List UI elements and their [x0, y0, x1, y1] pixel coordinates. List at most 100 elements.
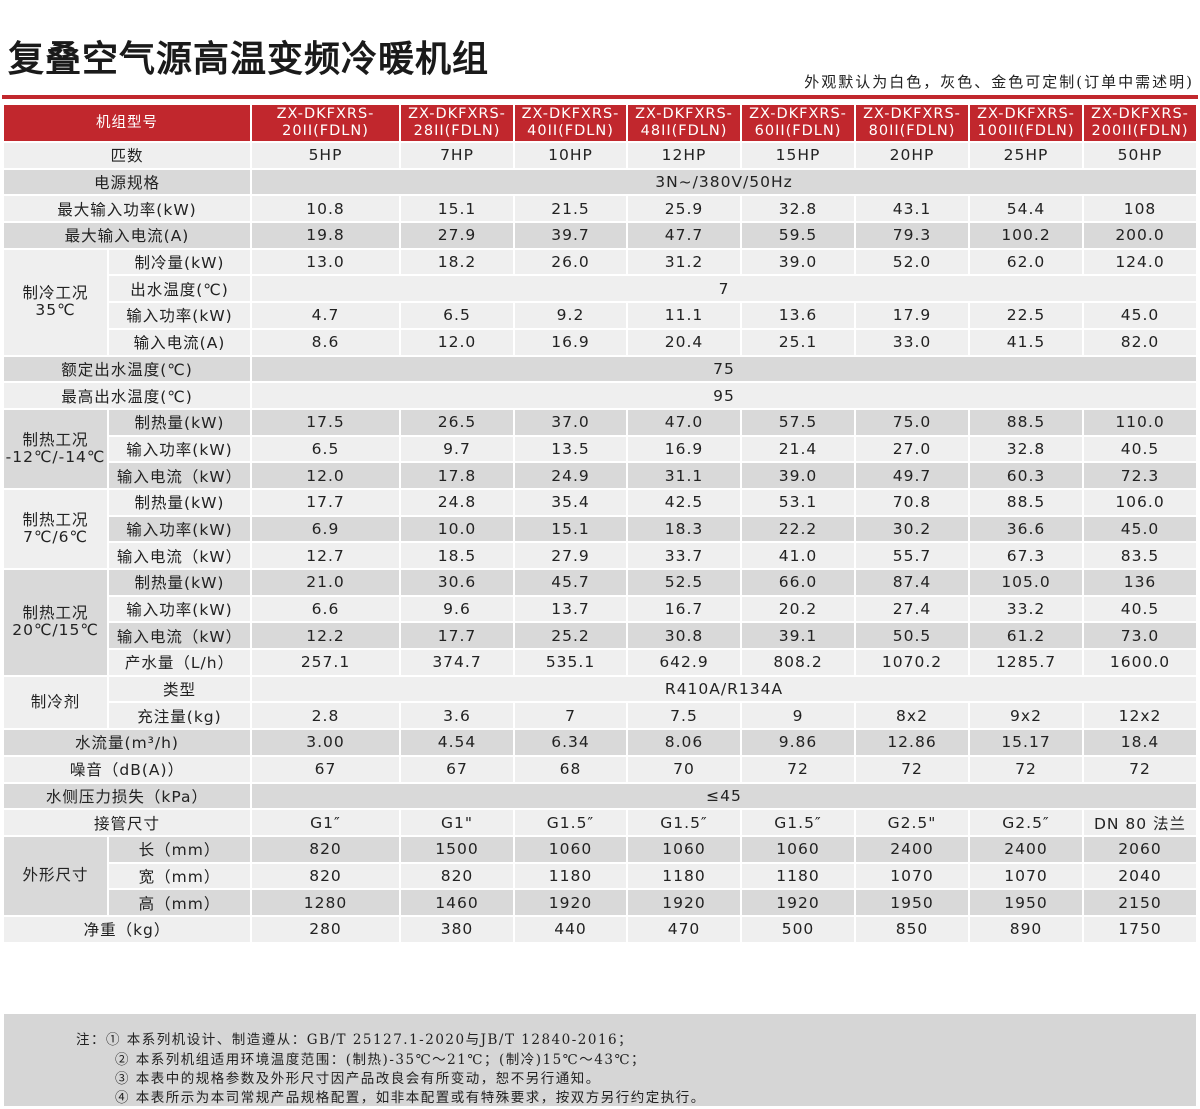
row-label: 匹数 [2, 141, 252, 170]
table-row: 输入电流(A) 8.6 12.0 16.9 20.4 25.1 33.0 41.5 82.0 [3, 327, 1198, 357]
table-row: 接管尺寸 G1″ G1" G1.5″ G1.5″ G1.5″ G2.5" G2.5″ DN 80… [2, 808, 1198, 837]
cell-value: 45.0 [1082, 301, 1198, 330]
cell-value: 1280 [250, 888, 401, 917]
cell-value: 11.1 [626, 301, 742, 330]
cell-value: 13.5 [513, 434, 628, 464]
cell-value: 9.6 [399, 594, 515, 624]
row-label: 水流量(m³/h) [2, 728, 252, 757]
cell-value: 820 [399, 861, 515, 891]
table-row: 输入功率(kW) 6.9 10.0 15.1 18.3 22.2 30.2 36.6 45.0 [3, 514, 1198, 544]
cell-value: 4.7 [250, 301, 401, 330]
cell-value: 54.4 [968, 194, 1084, 224]
cell-value: 2060 [1082, 834, 1198, 864]
table-row: 制冷剂 类型 R410A/R134A [2, 674, 1198, 731]
group-label: 制冷工况 35℃ [2, 247, 109, 357]
table-row: 充注量(kg) 2.8 3.6 7 7.5 9 8x2 9x2 12x2 [3, 701, 1198, 731]
cell-value: 8x2 [854, 701, 970, 731]
cell-value: 13.6 [740, 301, 856, 330]
cell-value: 87.4 [854, 568, 970, 597]
table-row: 输入功率(kW) 6.6 9.6 13.7 16.7 20.2 27.4 33.2 40.5 [3, 594, 1198, 624]
cell-value: 374.7 [399, 648, 515, 677]
spanned-value: 7 [250, 274, 1198, 304]
cell-value: 88.5 [968, 487, 1084, 517]
cell-value: 70.8 [854, 487, 970, 517]
cell-value: 10.0 [399, 514, 515, 544]
row-label: 最高出水温度(℃) [2, 381, 252, 410]
cell-value: 9.7 [399, 434, 515, 464]
cell-value: 72 [1082, 754, 1198, 784]
cell-value: 30.2 [854, 514, 970, 544]
cell-value: 59.5 [740, 221, 856, 250]
cell-value: 21.0 [250, 568, 401, 597]
table-row: 最高出水温度(℃) 95 [2, 381, 1198, 410]
cell-value: 1180 [740, 861, 856, 891]
cell-value: 15HP [740, 141, 856, 170]
cell-value: 39.0 [740, 247, 856, 277]
cell-value: 40.5 [1082, 434, 1198, 464]
cell-value: 17.7 [399, 621, 515, 651]
cell-value: 2400 [854, 834, 970, 864]
row-label: 输入电流（kW） [107, 541, 252, 570]
table-row: 噪音（dB(A)） 67 67 68 70 72 72 72 72 [2, 754, 1198, 784]
row-label: 输入电流（kW） [107, 621, 252, 651]
cell-value: 33.7 [626, 541, 742, 570]
group-label: 外形尺寸 [2, 834, 109, 917]
cell-value: 45.0 [1082, 514, 1198, 544]
row-label: 最大输入功率(kW) [2, 194, 252, 224]
cell-value: 52.5 [626, 568, 742, 597]
cell-value: 9.86 [740, 728, 856, 757]
cell-value: 75.0 [854, 407, 970, 437]
row-label: 制热量(kW) [107, 568, 252, 597]
row-label: 水侧压力损失（kPa） [2, 781, 252, 811]
model-header: ZX-DKFXRS- 100II(FDLN) [968, 103, 1084, 143]
cell-value: 12.7 [250, 541, 401, 570]
cell-value: 40.5 [1082, 594, 1198, 624]
cell-value: 17.5 [250, 407, 401, 437]
cell-value: 12x2 [1082, 701, 1198, 731]
cell-value: 20HP [854, 141, 970, 170]
cell-value: 1920 [513, 888, 628, 917]
color-options-note: 外观默认为白色，灰色、金色可定制(订单中需述明) [804, 73, 1194, 91]
cell-value: 18.5 [399, 541, 515, 570]
cell-value: G2.5″ [968, 808, 1084, 837]
cell-value: 70 [626, 754, 742, 784]
cell-value: 66.0 [740, 568, 856, 597]
table-row: 输入电流（kW） 12.7 18.5 27.9 33.7 41.0 55.7 67.3 83.5 [3, 541, 1198, 570]
cell-value: 6.9 [250, 514, 401, 544]
cell-value: 67 [250, 754, 401, 784]
cell-value: 2400 [968, 834, 1084, 864]
cell-value: 1285.7 [968, 648, 1084, 677]
cell-value: 1600.0 [1082, 648, 1198, 677]
cell-value: 280 [250, 914, 401, 944]
note-2: ② 本系列机组适用环境温度范围：(制热)-35℃～21℃；(制冷)15℃～43℃… [115, 1052, 647, 1068]
notes-box: 注：① 本系列机设计、制造遵从：GB/T 25127.1-2020与JB/T 1… [4, 1014, 1196, 1106]
cell-value: 35.4 [513, 487, 628, 517]
cell-value: 45.7 [513, 568, 628, 597]
cell-value: 18.4 [1082, 728, 1198, 757]
cell-value: 124.0 [1082, 247, 1198, 277]
cell-value: 52.0 [854, 247, 970, 277]
cell-value: 88.5 [968, 407, 1084, 437]
cell-value: 72 [740, 754, 856, 784]
cell-value: 15.1 [513, 514, 628, 544]
cell-value: 27.9 [399, 221, 515, 250]
row-label: 宽（mm） [107, 861, 252, 891]
cell-value: 22.5 [968, 301, 1084, 330]
cell-value: 62.0 [968, 247, 1084, 277]
cell-value: 12.0 [250, 461, 401, 490]
group-label: 制热工况 7℃/6℃ [2, 487, 109, 571]
cell-value: 24.8 [399, 487, 515, 517]
cell-value: 67 [399, 754, 515, 784]
cell-value: G1.5″ [626, 808, 742, 837]
cell-value: 6.5 [399, 301, 515, 330]
cell-value: 36.6 [968, 514, 1084, 544]
cell-value: 31.1 [626, 461, 742, 490]
table-row: 水侧压力损失（kPa） ≤45 [2, 781, 1198, 811]
cell-value: 72 [854, 754, 970, 784]
cell-value: 53.1 [740, 487, 856, 517]
cell-value: 27.9 [513, 541, 628, 570]
row-label: 制热量(kW) [107, 407, 252, 437]
cell-value: 33.0 [854, 327, 970, 357]
cell-value: 200.0 [1082, 221, 1198, 250]
cell-value: 7HP [399, 141, 515, 170]
